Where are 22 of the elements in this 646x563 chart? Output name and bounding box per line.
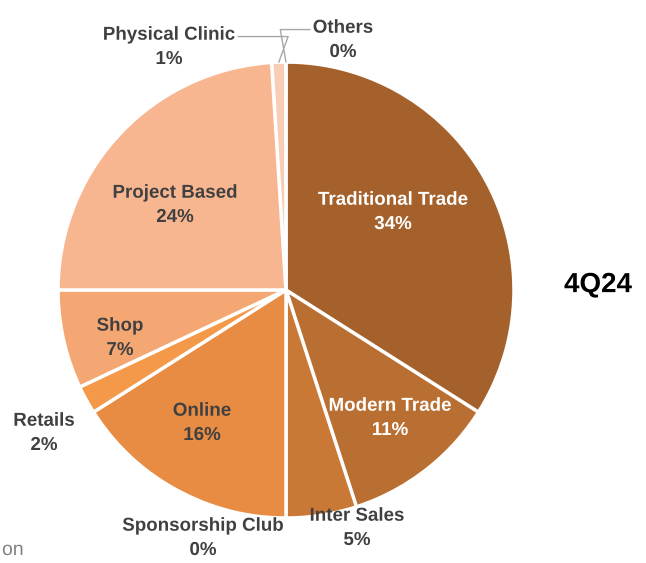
slice-label: Traditional Trade [318,191,468,205]
slice-label: Online [174,402,231,416]
data-label: 5% [344,532,370,546]
text: 0% [190,542,216,556]
data-label: 34% [374,216,412,230]
slice-label: Project Based [114,184,236,202]
data-label: 1% [156,50,182,64]
slice-label: Inter Sales [310,507,404,521]
data-label: 2% [31,436,58,450]
text: 4Q24 [564,272,632,298]
slice-label: Shop [97,317,143,335]
data-label: 16% [184,426,220,440]
text: on [2,544,22,556]
category-label: Others [314,19,372,33]
data-label: 7% [107,342,134,356]
slice-label: Physical Clinic [104,26,235,44]
slice-label: Retails [14,412,74,426]
slice-label: Modern Trade [330,397,451,411]
category-label: Sponsorship Club [122,517,283,535]
text: 0% [330,44,356,58]
data-label: 11% [372,422,408,436]
data-label: 24% [156,208,194,222]
